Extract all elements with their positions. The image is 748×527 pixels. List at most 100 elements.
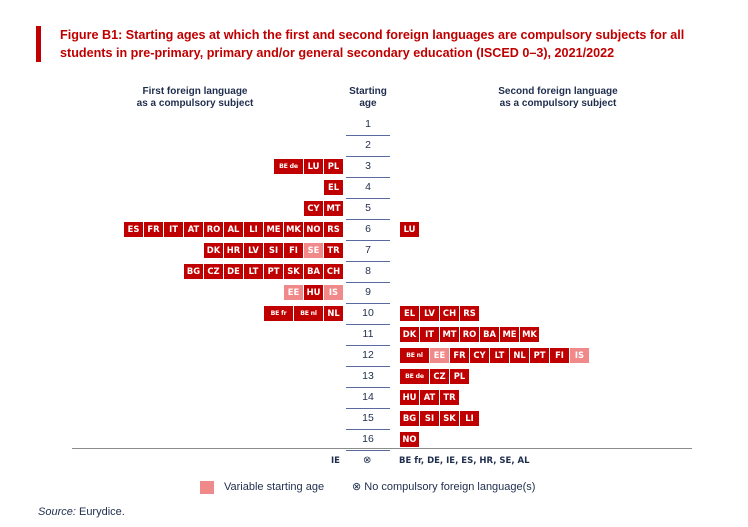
legend-variable-swatch xyxy=(200,481,214,494)
title-accent-bar xyxy=(36,26,41,62)
age-label: 1 xyxy=(346,114,390,136)
age-label: 15 xyxy=(346,408,390,430)
age-label: 13 xyxy=(346,366,390,388)
age-label: 8 xyxy=(346,261,390,283)
country-box-first: IT xyxy=(164,222,183,237)
head-center-line: age xyxy=(359,98,377,109)
country-box-second: TR xyxy=(440,390,459,405)
head-left-line: as a compulsory subject xyxy=(136,98,254,109)
source-text: Eurydice. xyxy=(75,506,125,518)
country-box-second: SK xyxy=(440,411,459,426)
country-box-second: IS xyxy=(570,348,589,363)
country-box-second: BE nl xyxy=(400,348,429,363)
country-box-first: CY xyxy=(304,201,323,216)
country-box-first: FI xyxy=(284,243,303,258)
country-box-second: MK xyxy=(520,327,539,342)
head-center-line: Starting xyxy=(349,86,387,97)
country-box-first: TR xyxy=(324,243,343,258)
country-box-first: HU xyxy=(304,285,323,300)
country-box-second: SI xyxy=(420,411,439,426)
country-box-first: AT xyxy=(184,222,203,237)
age-label: 9 xyxy=(346,282,390,304)
country-box-second: LU xyxy=(400,222,419,237)
age-label: 11 xyxy=(346,324,390,346)
country-box-first: DK xyxy=(204,243,223,258)
country-box-first: SK xyxy=(284,264,303,279)
country-box-first: ES xyxy=(124,222,143,237)
country-box-second: ME xyxy=(500,327,519,342)
age-label: 16 xyxy=(346,429,390,451)
age-label: 5 xyxy=(346,198,390,220)
head-right-line: as a compulsory subject xyxy=(499,98,617,109)
age-label: 4 xyxy=(346,177,390,199)
country-box-first: SI xyxy=(264,243,283,258)
country-box-first: EL xyxy=(324,180,343,195)
country-box-first: NO xyxy=(304,222,323,237)
country-box-second: FI xyxy=(550,348,569,363)
country-box-first: SE xyxy=(304,243,323,258)
country-box-second: NL xyxy=(510,348,529,363)
country-box-first: CZ xyxy=(204,264,223,279)
country-box-second: MT xyxy=(440,327,459,342)
country-box-first: RS xyxy=(324,222,343,237)
country-box-second: LI xyxy=(460,411,479,426)
country-box-first: NL xyxy=(324,306,343,321)
country-box-second: FR xyxy=(450,348,469,363)
country-box-first: HR xyxy=(224,243,243,258)
country-box-first: LT xyxy=(244,264,263,279)
head-right-line: Second foreign language xyxy=(498,86,618,97)
age-label: 6 xyxy=(346,219,390,241)
country-box-second: HU xyxy=(400,390,419,405)
country-box-second: EL xyxy=(400,306,419,321)
country-box-first: IS xyxy=(324,285,343,300)
country-box-first: LV xyxy=(244,243,263,258)
no-compulsory-symbol: ⊗ xyxy=(363,455,372,466)
legend-variable-label: Variable starting age xyxy=(224,481,325,493)
country-box-first: MT xyxy=(324,201,343,216)
country-box-second: BA xyxy=(480,327,499,342)
country-box-second: PT xyxy=(530,348,549,363)
header-second-language: Second foreign language as a compulsory s… xyxy=(468,86,648,110)
country-box-first: PT xyxy=(264,264,283,279)
country-box-first: BA xyxy=(304,264,323,279)
country-box-second: BG xyxy=(400,411,419,426)
country-box-second: DK xyxy=(400,327,419,342)
country-box-first: RO xyxy=(204,222,223,237)
country-box-first: BG xyxy=(184,264,203,279)
age-label: 10 xyxy=(346,303,390,325)
header-starting-age: Starting age xyxy=(330,86,406,110)
country-box-first: BE nl xyxy=(294,306,323,321)
country-box-second: PL xyxy=(450,369,469,384)
header-first-language: First foreign language as a compulsory su… xyxy=(120,86,270,110)
country-box-second: IT xyxy=(420,327,439,342)
country-box-second: AT xyxy=(420,390,439,405)
country-box-first: BE fr xyxy=(264,306,293,321)
country-box-first: MK xyxy=(284,222,303,237)
country-box-first: ME xyxy=(264,222,283,237)
country-box-first: LU xyxy=(304,159,323,174)
country-box-first: FR xyxy=(144,222,163,237)
figure-title: Figure B1: Starting ages at which the fi… xyxy=(60,28,685,60)
age-label: 3 xyxy=(346,156,390,178)
source-label: Source: xyxy=(38,506,76,518)
baseline-rule xyxy=(72,448,692,449)
country-box-second: BE de xyxy=(400,369,429,384)
age-label: 12 xyxy=(346,345,390,367)
country-box-first: EE xyxy=(284,285,303,300)
country-box-first: CH xyxy=(324,264,343,279)
country-box-second: CZ xyxy=(430,369,449,384)
country-box-first: PL xyxy=(324,159,343,174)
age-label: 14 xyxy=(346,387,390,409)
country-box-first: AL xyxy=(224,222,243,237)
no-compulsory-second: BE fr, DE, IE, ES, HR, SE, AL xyxy=(399,456,530,466)
source-note: Source: Eurydice. xyxy=(38,506,125,518)
country-box-first: LI xyxy=(244,222,263,237)
country-box-second: NO xyxy=(400,432,419,447)
country-box-first: DE xyxy=(224,264,243,279)
country-box-second: RO xyxy=(460,327,479,342)
country-box-second: CH xyxy=(440,306,459,321)
age-label: 2 xyxy=(346,135,390,157)
country-box-second: LV xyxy=(420,306,439,321)
legend-none-label: ⊗ No compulsory foreign language(s) xyxy=(352,481,536,493)
country-box-first: BE de xyxy=(274,159,303,174)
